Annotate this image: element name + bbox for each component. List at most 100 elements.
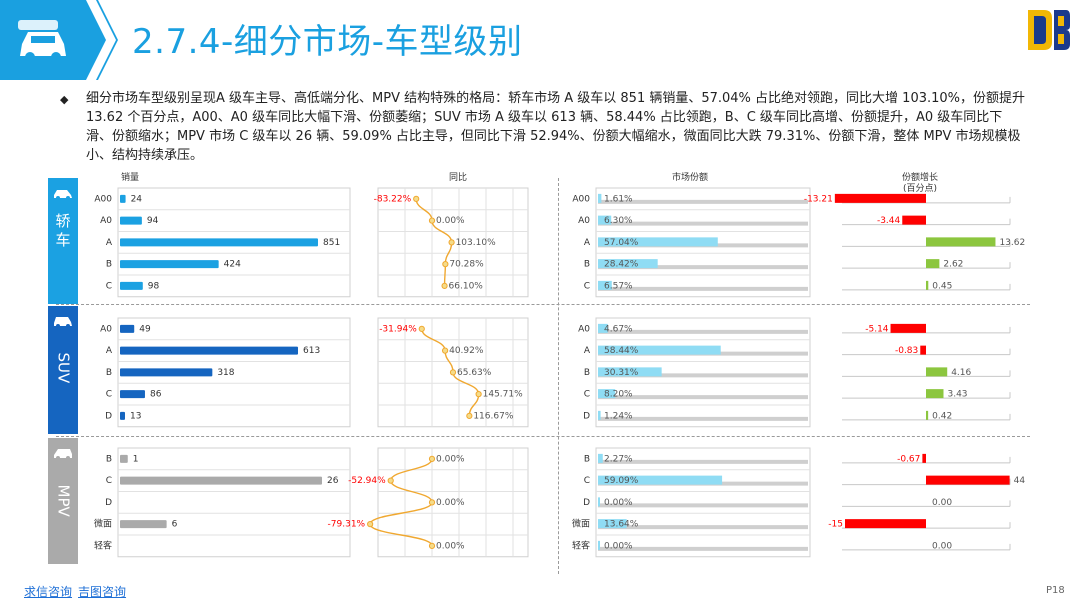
share-bar: [598, 497, 600, 507]
column-header-share: 市场份额: [671, 173, 708, 183]
share-value-label: 0.00%: [604, 498, 633, 508]
yoy-value-label: 145.71%: [483, 390, 523, 400]
share-growth-label: -15: [828, 520, 843, 530]
footer-links: 求信咨询 吉图咨询: [24, 583, 132, 600]
yoy-line: [369, 458, 433, 547]
share-value-label: 30.31%: [604, 368, 639, 378]
share-growth-label: -0.83: [895, 346, 918, 356]
share-bar: [598, 519, 627, 529]
category-label: C: [584, 281, 590, 291]
yoy-value-label: 70.28%: [449, 260, 484, 270]
share-growth-label: 0.00: [932, 541, 952, 551]
category-label: B: [584, 454, 590, 464]
footer-link[interactable]: 吉图咨询: [78, 585, 127, 599]
share-bar: [598, 410, 601, 420]
share-track: [598, 199, 808, 204]
share-value-label: 1.61%: [604, 194, 633, 204]
share-track: [598, 221, 808, 226]
category-label: C: [106, 390, 112, 400]
share-growth-bar: [845, 519, 926, 529]
share-growth-bar: [922, 453, 926, 463]
mpv-icon: [54, 449, 72, 460]
share-track: [598, 286, 808, 291]
share-bar: [598, 193, 602, 203]
share-bar: [598, 453, 603, 463]
sales-panel: [117, 447, 351, 558]
segment-label: MPV: [54, 484, 73, 517]
yoy-point: [413, 195, 420, 202]
share-track: [598, 351, 808, 356]
sales-value-label: 318: [217, 368, 234, 378]
yoy-point: [475, 391, 482, 398]
page-title: 2.7.4-细分市场-车型级别: [132, 22, 523, 62]
segment-divider: [56, 304, 1030, 305]
share-growth-bar: [926, 237, 996, 247]
share-bar: [598, 237, 718, 247]
share-growth-label: 0.42: [932, 411, 952, 421]
sales-value-label: 1: [133, 454, 139, 464]
footer-link[interactable]: 求信咨询: [24, 585, 73, 599]
share-growth-bar: [834, 193, 926, 203]
sedan-icon: [54, 190, 72, 200]
category-label: A00: [572, 194, 590, 204]
category-label: D: [105, 411, 112, 421]
category-label: B: [584, 260, 590, 270]
yoy-point: [428, 499, 436, 506]
share-bar: [598, 280, 612, 290]
category-label: A: [584, 238, 591, 248]
share-growth-label: 44: [1014, 476, 1026, 486]
share-bar: [598, 259, 658, 269]
sales-bar: [120, 346, 298, 355]
sales-panel: [117, 187, 351, 298]
share-panel: [595, 317, 811, 428]
sales-bar: [120, 476, 322, 485]
share-panel: [595, 447, 811, 558]
category-label: C: [584, 390, 590, 400]
sales-value-label: 613: [303, 346, 320, 356]
yoy-value-label: 0.00%: [436, 498, 465, 508]
header-banner: [0, 0, 118, 80]
yoy-point: [441, 347, 449, 354]
category-label: A0: [100, 216, 112, 226]
yoy-panel: [377, 447, 529, 558]
sales-panel: [117, 317, 351, 428]
sales-value-label: 24: [131, 194, 143, 204]
sales-value-label: 94: [147, 216, 159, 226]
yoy-point: [387, 477, 394, 484]
share-growth-label: 2.62: [943, 260, 963, 270]
car-icon: [18, 20, 66, 62]
column-header-share-growth: 份额增长 (百分点): [890, 173, 950, 195]
share-panel: [595, 187, 811, 298]
category-label: A0: [100, 324, 112, 334]
column-header-yoy: 同比: [448, 173, 467, 183]
yoy-value-label: 0.00%: [436, 216, 465, 226]
share-track: [598, 243, 808, 248]
sales-bar: [120, 454, 128, 463]
segment-tab-sedan: 轿车: [48, 178, 78, 304]
sales-value-label: 6: [172, 520, 178, 530]
share-growth-label: -13.21: [804, 194, 833, 204]
share-track: [598, 329, 808, 334]
share-value-label: 13.64%: [604, 520, 639, 530]
yoy-point: [441, 282, 448, 289]
category-label: 轻客: [572, 539, 590, 551]
sales-value-label: 98: [148, 281, 160, 291]
category-label: B: [106, 260, 112, 270]
sales-bar: [120, 520, 167, 529]
share-value-label: 58.44%: [604, 346, 639, 356]
bullet-diamond-icon: ◆: [60, 93, 69, 106]
share-bar: [598, 215, 612, 225]
intro-paragraph: 细分市场车型级别呈现A 级车主导、高低端分化、MPV 结构特殊的格局：轿车市场 …: [86, 91, 1026, 163]
sales-bar: [120, 390, 145, 399]
share-value-label: 6.30%: [604, 216, 633, 226]
category-label: 轻客: [94, 539, 112, 551]
yoy-point: [466, 412, 473, 419]
share-bar: [598, 367, 662, 377]
share-growth-bar: [926, 475, 1010, 485]
share-track: [598, 373, 808, 378]
share-track: [598, 525, 808, 530]
share-value-label: 59.09%: [604, 476, 639, 486]
share-growth-bar: [920, 345, 926, 355]
sales-bar: [120, 238, 318, 247]
category-label: A0: [578, 216, 590, 226]
